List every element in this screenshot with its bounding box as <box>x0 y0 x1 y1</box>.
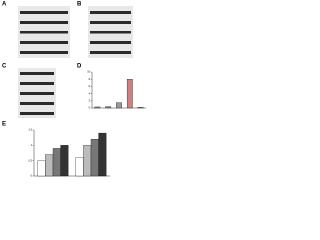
panel-c-blots <box>18 68 56 118</box>
y-tick-label: 10 <box>87 71 90 74</box>
panel-b-blots <box>88 6 133 58</box>
figure: A B C D E 0 2 4 6 8 10 0 0.5 1 1.5 <box>2 2 146 178</box>
panel-label: B <box>77 2 82 8</box>
y-tick-label: 1.5 <box>29 129 33 132</box>
panel-label: A <box>2 2 7 8</box>
panel-label: C <box>2 64 7 70</box>
bar <box>94 106 101 109</box>
y-tick-label: 0 <box>89 107 91 110</box>
panel-a-blots <box>18 6 70 58</box>
bar <box>116 102 122 109</box>
bar <box>60 145 69 177</box>
bar <box>75 157 84 177</box>
bar <box>90 139 99 177</box>
y-tick-label: 0 <box>31 175 33 178</box>
bar <box>98 132 107 177</box>
bar <box>126 79 133 109</box>
y-tick-label: 1 <box>31 144 33 147</box>
bar <box>105 106 112 109</box>
y-tick-label: 8 <box>89 78 91 81</box>
bar <box>83 145 92 177</box>
bar <box>137 107 144 109</box>
y-tick-label: 4 <box>89 92 91 95</box>
bar <box>52 148 61 177</box>
bar <box>37 160 46 177</box>
y-tick-label: 2 <box>89 99 91 102</box>
bar <box>45 154 54 177</box>
y-tick-label: 0.5 <box>29 159 33 162</box>
y-tick-label: 6 <box>89 85 91 88</box>
panel-label: E <box>2 122 6 128</box>
panel-label: D <box>77 64 82 70</box>
